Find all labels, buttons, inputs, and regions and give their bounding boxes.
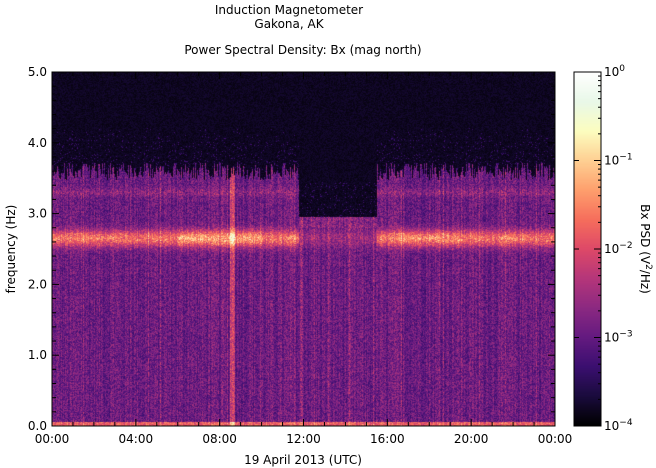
y-tick-label: 5.0 [28,65,47,79]
chart-title: Power Spectral Density: Bx (mag north) [184,43,421,57]
y-tick-label: 4.0 [28,136,47,150]
x-axis: 00:00 04:00 08:00 12:00 16:00 20:00 00:00 [35,72,573,446]
y-axis: 0.0 1.0 2.0 3.0 4.0 5.0 [28,65,555,433]
colorbar-tick-label: 10−3 [604,330,633,345]
colorbar-label: Bx PSD (V2/Hz) [638,204,653,294]
y-axis-label: frequency (Hz) [4,205,18,294]
y-tick-label: 2.0 [28,277,47,291]
y-tick-label: 3.0 [28,207,47,221]
x-tick-label: 12:00 [286,432,321,446]
x-tick-label: 00:00 [35,432,70,446]
y-tick-label: 1.0 [28,348,47,362]
colorbar-tick-label: 10−1 [604,153,633,168]
colorbar-tick-label: 10−2 [604,241,633,256]
header-line2: Gakona, AK [254,17,324,31]
x-tick-label: 04:00 [119,432,154,446]
y-tick-label: 0.0 [28,419,47,433]
spectrogram-heatmap [52,72,555,426]
colorbar-axis: 10−4 10−3 10−2 10−1 100 [574,64,633,433]
x-axis-label: 19 April 2013 (UTC) [244,453,362,467]
x-tick-label: 20:00 [454,432,489,446]
colorbar-tick-label: 100 [604,64,625,79]
x-tick-label: 16:00 [370,432,405,446]
header-line1: Induction Magnetometer [215,3,363,17]
x-tick-label: 08:00 [202,432,237,446]
x-tick-label: 00:00 [538,432,573,446]
colorbar-tick-label: 10−4 [604,418,633,433]
